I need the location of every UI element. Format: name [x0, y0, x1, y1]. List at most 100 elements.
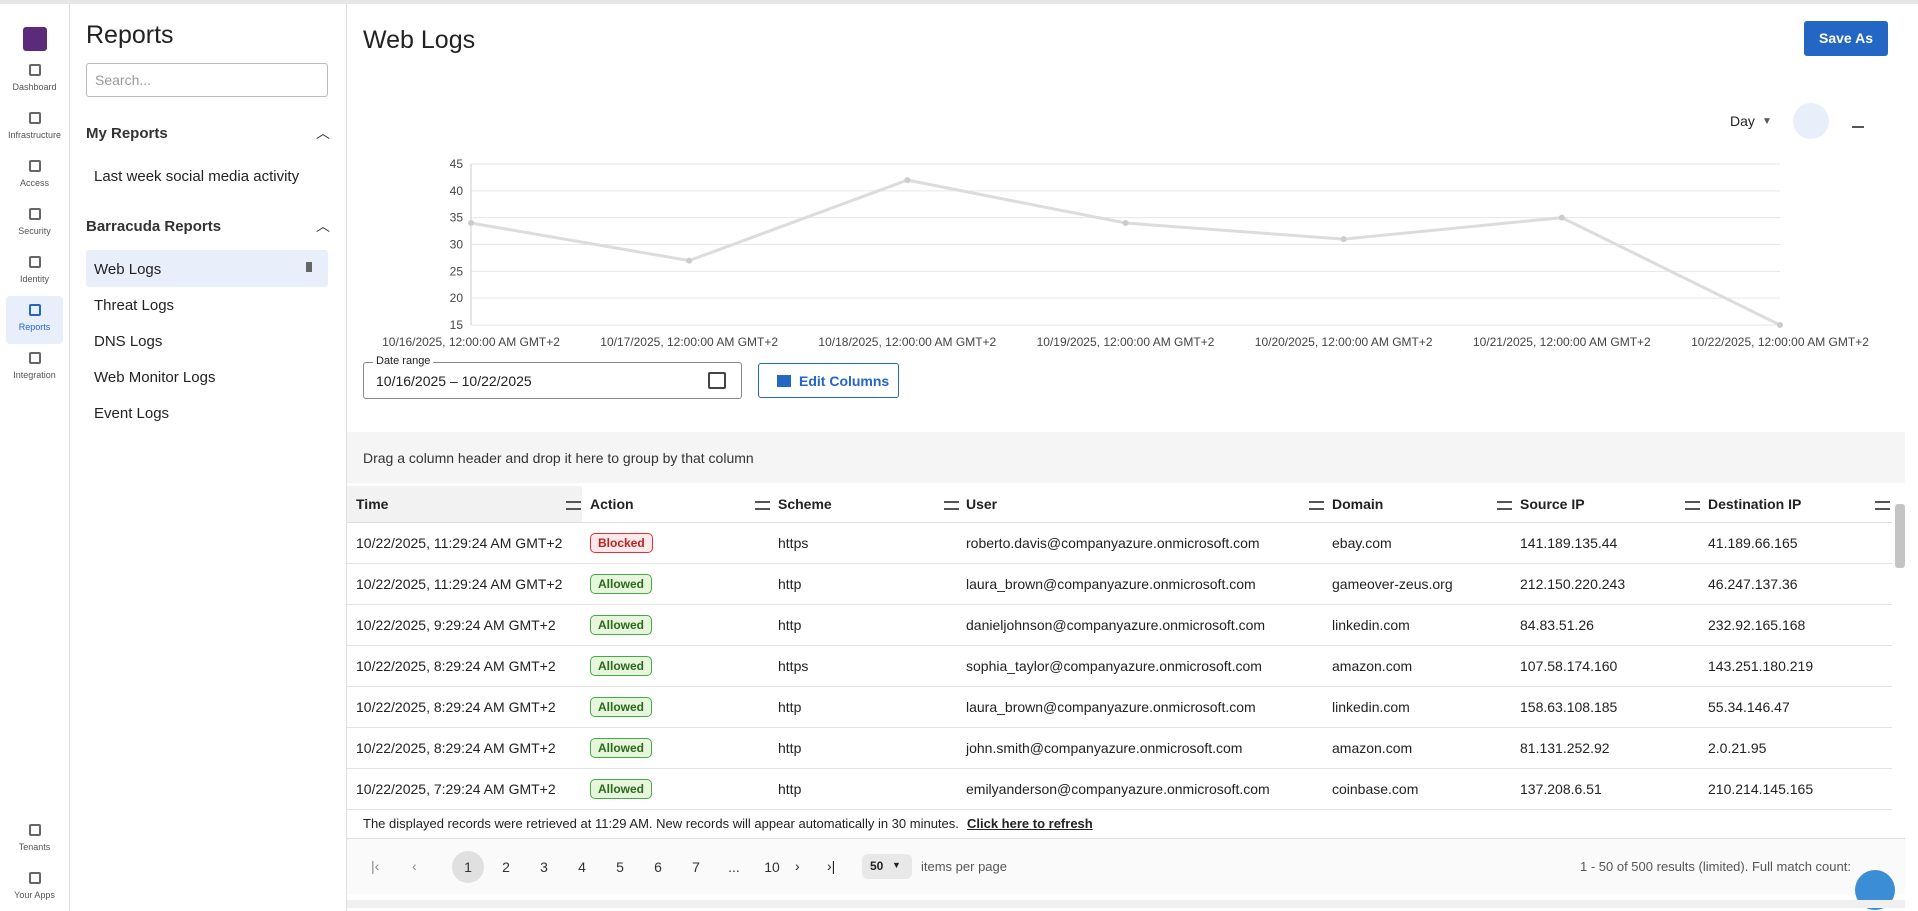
- h-scrollbar: [347, 900, 1905, 908]
- cell: 158.63.108.185: [1520, 699, 1618, 715]
- point: [1340, 236, 1347, 243]
- column-header[interactable]: Domain: [1332, 496, 1384, 512]
- save-button[interactable]: Save As: [1804, 21, 1888, 56]
- column-menu[interactable]: [1875, 501, 1890, 510]
- column-header[interactable]: Action: [590, 496, 634, 512]
- nav-icon[interactable]: [29, 64, 41, 76]
- nav-icon[interactable]: [29, 352, 41, 364]
- report-item[interactable]: Web Logs: [94, 261, 162, 278]
- x-tick-label: 10/21/2025, 12:00:00 AM GMT+2: [1473, 335, 1651, 349]
- nav-icon[interactable]: [29, 872, 41, 884]
- cell: john.smith@companyazure.onmicrosoft.com: [966, 740, 1243, 756]
- cell: danieljohnson@companyazure.onmicrosoft.c…: [966, 617, 1266, 633]
- chevron[interactable]: ︿: [316, 218, 330, 234]
- cell: linkedin.com: [1332, 617, 1410, 633]
- point: [1558, 214, 1565, 221]
- edit-columns-button[interactable]: Edit Columns: [758, 363, 899, 398]
- section-title[interactable]: Barracuda Reports: [86, 218, 222, 235]
- column-header[interactable]: Source IP: [1520, 496, 1585, 512]
- nav-label[interactable]: Tenants: [18, 842, 51, 852]
- column-menu[interactable]: [1497, 501, 1512, 510]
- action-badge: Allowed: [590, 574, 653, 594]
- action-badge: Allowed: [590, 738, 653, 758]
- pager-first[interactable]: |‹: [371, 858, 380, 874]
- search-placeholder: Search...: [95, 72, 152, 88]
- granularity[interactable]: Day: [1730, 113, 1755, 129]
- page-number[interactable]: 1: [464, 859, 472, 875]
- y-tick-label: 30: [450, 238, 464, 252]
- report-item[interactable]: DNS Logs: [94, 333, 163, 350]
- nav-icon[interactable]: [29, 256, 41, 268]
- nav-icon[interactable]: [29, 112, 41, 124]
- page-number[interactable]: 5: [616, 859, 624, 875]
- main: Web Logs Save As Day ▼ 10/16/2025 – 10/22/20…: [347, 4, 1918, 911]
- column-header[interactable]: Destination IP: [1708, 496, 1802, 512]
- cell: 10/22/2025, 8:29:24 AM GMT+2: [356, 658, 556, 674]
- line: [470, 178, 1781, 327]
- nav-label[interactable]: Dashboard: [12, 82, 57, 92]
- date-range[interactable]: 10/16/2025 – 10/22/2025: [363, 362, 742, 399]
- bar-toggle[interactable]: [1852, 114, 1864, 128]
- report-item[interactable]: Last week social media activity: [94, 168, 300, 185]
- page-number[interactable]: 4: [578, 859, 586, 875]
- page-size[interactable]: 50 ▼: [862, 854, 912, 879]
- column-header[interactable]: Scheme: [778, 496, 832, 512]
- chevron[interactable]: ︿: [316, 125, 330, 141]
- pager-prev[interactable]: ‹: [412, 858, 417, 874]
- cell: 232.92.165.168: [1708, 617, 1806, 633]
- page-number[interactable]: 7: [692, 859, 700, 875]
- pager-last[interactable]: ›|: [827, 858, 836, 874]
- column-menu[interactable]: [944, 501, 959, 510]
- page-number[interactable]: 10: [764, 859, 780, 875]
- nav-label[interactable]: Access: [19, 178, 49, 188]
- report-item[interactable]: Event Logs: [94, 405, 170, 422]
- nav-label[interactable]: Integration: [13, 370, 56, 380]
- row-line: [347, 604, 1892, 605]
- cell: https: [778, 658, 809, 674]
- column-header[interactable]: Time: [356, 496, 389, 512]
- report-item[interactable]: Threat Logs: [94, 297, 175, 314]
- report-item[interactable]: Web Monitor Logs: [94, 369, 216, 386]
- row-line: [347, 727, 1892, 728]
- pager-next[interactable]: ›: [795, 858, 800, 874]
- section-title[interactable]: My Reports: [86, 125, 168, 142]
- sorted-header-bg: [347, 486, 582, 522]
- column-menu[interactable]: [566, 501, 581, 510]
- column-menu[interactable]: [755, 501, 770, 510]
- group-area: [347, 432, 1905, 483]
- dropdown-arrow[interactable]: ▼: [1762, 116, 1772, 127]
- column-menu[interactable]: [1309, 501, 1324, 510]
- cell: 107.58.174.160: [1520, 658, 1618, 674]
- column-header[interactable]: User: [966, 496, 998, 512]
- cell: http: [778, 781, 802, 797]
- y-tick-label: 25: [450, 264, 464, 278]
- column-menu[interactable]: [1685, 501, 1700, 510]
- page-number[interactable]: 6: [654, 859, 662, 875]
- page-number[interactable]: ...: [728, 859, 740, 875]
- nav-icon[interactable]: [29, 208, 41, 220]
- nav-icon[interactable]: [29, 824, 41, 836]
- nav-label[interactable]: Security: [18, 226, 51, 236]
- page-size-value: 50: [870, 859, 884, 873]
- nav-label[interactable]: Infrastructure: [7, 130, 62, 140]
- x-tick-label: 10/19/2025, 12:00:00 AM GMT+2: [1037, 335, 1215, 349]
- row-line: [347, 768, 1892, 769]
- nav-label[interactable]: Your Apps: [14, 890, 55, 900]
- cell: roberto.davis@companyazure.onmicrosoft.c…: [966, 535, 1260, 551]
- nav-icon[interactable]: [29, 160, 41, 172]
- search-box[interactable]: Search...: [86, 63, 328, 97]
- nav-label[interactable]: Identity: [19, 274, 50, 284]
- row-line: [347, 563, 1892, 564]
- date-range-value: 10/16/2025 – 10/22/2025: [376, 373, 532, 389]
- action-badge: Allowed: [590, 697, 653, 717]
- action-badge: Blocked: [590, 533, 653, 553]
- cell: 81.131.252.92: [1520, 740, 1610, 756]
- page-number[interactable]: 3: [540, 859, 548, 875]
- refresh-link[interactable]: Click here to refresh: [967, 816, 1093, 831]
- page-number[interactable]: 2: [502, 859, 510, 875]
- cell: 10/22/2025, 8:29:24 AM GMT+2: [356, 740, 556, 756]
- nav-label[interactable]: Reports: [18, 322, 51, 332]
- line-toggle[interactable]: [1793, 103, 1829, 139]
- nav-icon[interactable]: [29, 304, 41, 316]
